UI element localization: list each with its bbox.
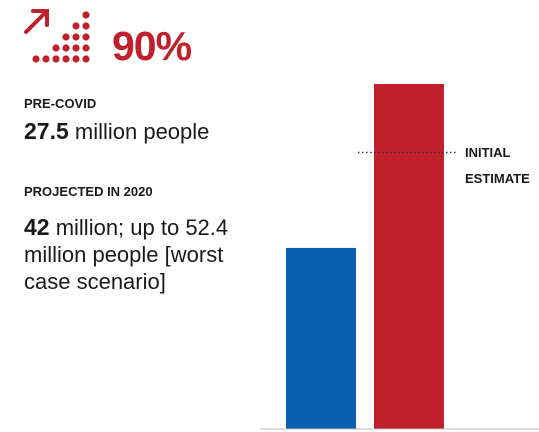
pre-covid-stat: 27.5 million people [24, 118, 264, 145]
growth-dots-icon [24, 9, 90, 63]
initial-estimate-line-1: INITIAL [465, 145, 511, 161]
projected-label: PROJECTED IN 2020 [24, 184, 153, 199]
projected-stat: 42 million; up to 52.4 million people [w… [24, 214, 264, 295]
projected-text: million; up to 52.4 million people [wors… [24, 215, 229, 294]
bar-projected-2020 [374, 84, 444, 429]
bar-pre-covid [286, 247, 356, 429]
initial-estimate-label: INITIAL ESTIMATE [465, 140, 530, 192]
pre-covid-text: million people [68, 119, 210, 144]
headline-percent: 90% [112, 23, 192, 69]
initial-estimate-line-2: ESTIMATE [465, 171, 530, 187]
pre-covid-label: PRE-COVID [24, 96, 97, 111]
projected-value: 42 [24, 214, 50, 240]
pre-covid-value: 27.5 [24, 118, 69, 144]
